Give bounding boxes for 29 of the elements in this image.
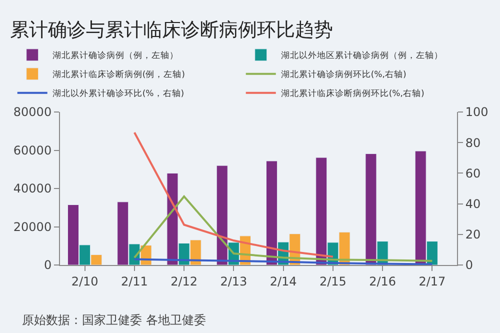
y2-tick-label: 100 [465,105,488,120]
y-tick-label: 80000 [13,105,52,120]
x-tick-label: 2/17 [418,274,446,288]
y2-tick-label: 20 [465,228,481,242]
legend-label: 湖北以外地区累计确诊病例（例，左轴） [280,50,443,62]
y2-tick-label: 60 [465,166,481,180]
x-tick-label: 2/12 [170,274,198,288]
legend-label: 湖北累计确诊病例（例，左轴） [52,50,178,62]
legend-label: 湖北累计临床诊断病例环比(%,右轴) [280,88,424,100]
y-tick-label: 60000 [13,143,52,158]
y-tick-label: 0 [44,258,52,272]
line-series [133,195,434,262]
x-tick-label: 2/15 [319,274,346,288]
y2-tick-label: 40 [465,197,481,211]
legend-label: 湖北以外累计确诊环比(%，右轴) [52,88,184,100]
x-tick-label: 2/13 [220,274,248,288]
line-series [133,132,334,258]
y2-tick-label: 0 [465,258,474,272]
x-tick-label: 2/14 [270,274,297,288]
y2-tick-label: 80 [465,136,481,150]
x-tick-label: 2/16 [369,274,396,288]
text: 原始数据：国家卫健委 各地卫健委 [22,313,206,327]
x-tick-label: 2/11 [120,274,148,288]
x-tick-label: 2/10 [71,274,98,288]
y-tick-label: 40000 [13,182,52,196]
legend-label: 湖北累计确诊病例环比(%,右轴) [280,69,406,80]
y-tick-label: 20000 [13,220,52,234]
chart-title: 累计确诊与累计临床诊断病例环比趋势 [10,19,333,42]
legend-label: 湖北累计临床诊断病例(例，左轴) [52,69,185,80]
